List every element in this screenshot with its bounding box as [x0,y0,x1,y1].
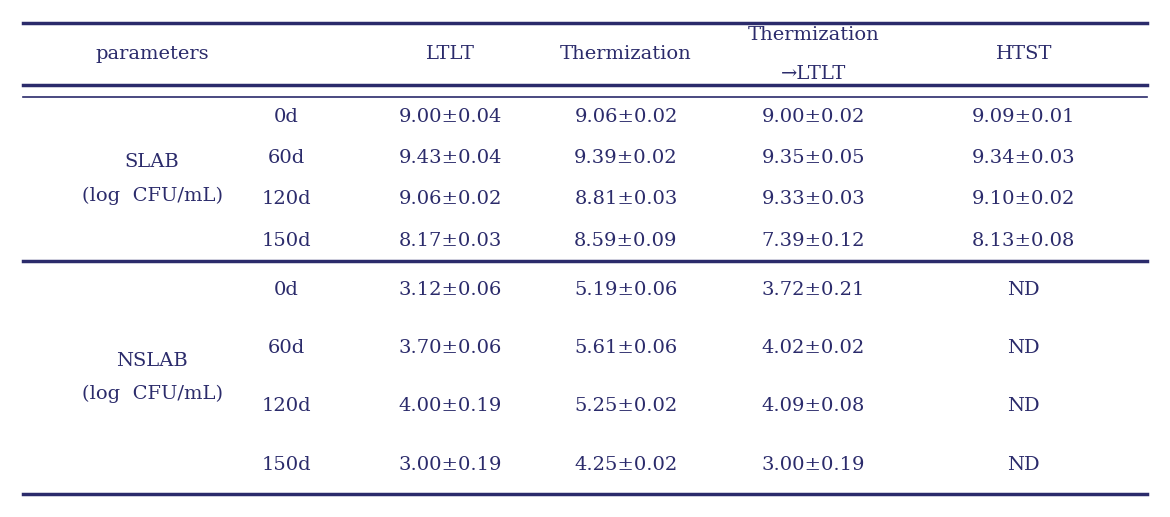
Text: 9.00±0.04: 9.00±0.04 [399,108,502,126]
Text: 8.17±0.03: 8.17±0.03 [399,232,502,250]
Text: Thermization: Thermization [748,26,879,43]
Text: 5.61±0.06: 5.61±0.06 [574,339,677,357]
Text: 9.39±0.02: 9.39±0.02 [574,149,677,168]
Text: 0d: 0d [274,281,300,299]
Text: 4.02±0.02: 4.02±0.02 [762,339,865,357]
Text: 9.10±0.02: 9.10±0.02 [972,190,1075,208]
Text: 120d: 120d [262,190,311,208]
Text: 9.34±0.03: 9.34±0.03 [972,149,1075,168]
Text: 9.35±0.05: 9.35±0.05 [762,149,865,168]
Text: ND: ND [1007,455,1040,474]
Text: →LTLT: →LTLT [780,65,846,83]
Text: HTST: HTST [996,45,1052,63]
Text: 9.06±0.02: 9.06±0.02 [574,108,677,126]
Text: ND: ND [1007,281,1040,299]
Text: 9.00±0.02: 9.00±0.02 [762,108,865,126]
Text: 9.06±0.02: 9.06±0.02 [399,190,502,208]
Text: parameters: parameters [95,45,209,63]
Text: ND: ND [1007,398,1040,416]
Text: 8.59±0.09: 8.59±0.09 [574,232,677,250]
Text: 9.09±0.01: 9.09±0.01 [972,108,1075,126]
Text: 8.81±0.03: 8.81±0.03 [574,190,677,208]
Text: (log  CFU/mL): (log CFU/mL) [82,385,222,403]
Text: NSLAB: NSLAB [116,352,188,370]
Text: 4.00±0.19: 4.00±0.19 [399,398,502,416]
Text: 3.00±0.19: 3.00±0.19 [762,455,865,474]
Text: 120d: 120d [262,398,311,416]
Text: 7.39±0.12: 7.39±0.12 [762,232,865,250]
Text: 8.13±0.08: 8.13±0.08 [972,232,1075,250]
Text: 9.33±0.03: 9.33±0.03 [762,190,865,208]
Text: 3.70±0.06: 3.70±0.06 [399,339,502,357]
Text: 3.00±0.19: 3.00±0.19 [399,455,502,474]
Text: 0d: 0d [274,108,300,126]
Text: 150d: 150d [262,232,311,250]
Text: 60d: 60d [268,339,305,357]
Text: 5.19±0.06: 5.19±0.06 [574,281,677,299]
Text: SLAB: SLAB [125,154,179,171]
Text: 3.72±0.21: 3.72±0.21 [762,281,865,299]
Text: 5.25±0.02: 5.25±0.02 [574,398,677,416]
Text: 60d: 60d [268,149,305,168]
Text: 3.12±0.06: 3.12±0.06 [399,281,502,299]
Text: 9.43±0.04: 9.43±0.04 [399,149,502,168]
Text: 4.09±0.08: 4.09±0.08 [762,398,865,416]
Text: 4.25±0.02: 4.25±0.02 [574,455,677,474]
Text: (log  CFU/mL): (log CFU/mL) [82,186,222,205]
Text: LTLT: LTLT [426,45,475,63]
Text: 150d: 150d [262,455,311,474]
Text: Thermization: Thermization [560,45,691,63]
Text: ND: ND [1007,339,1040,357]
